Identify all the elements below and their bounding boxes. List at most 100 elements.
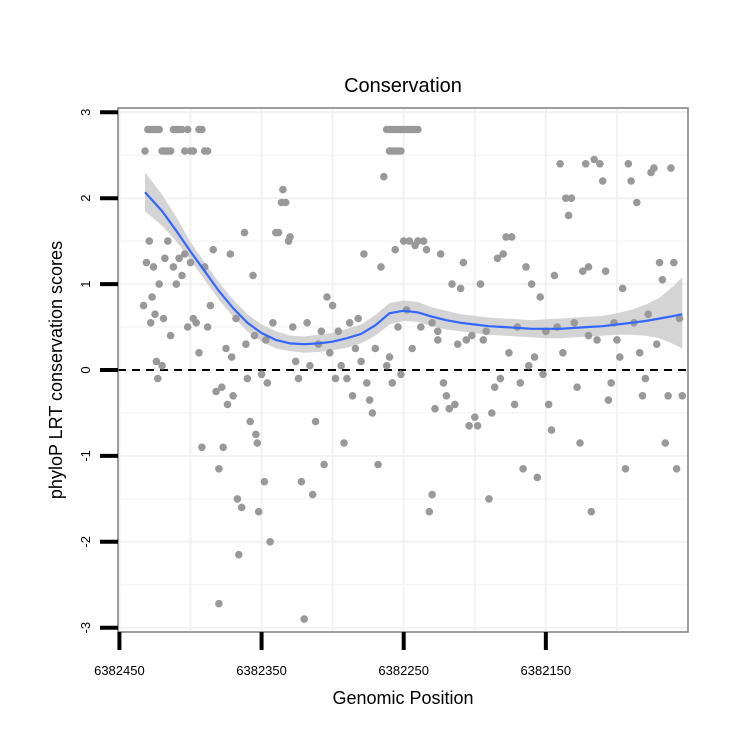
data-point [252, 430, 260, 439]
data-point [499, 250, 508, 258]
data-point [337, 361, 346, 370]
y-axis-label: phyloP LRT conservation scores [46, 241, 66, 499]
data-point [536, 293, 544, 301]
data-point [527, 280, 536, 288]
data-point [650, 164, 658, 172]
data-point [149, 263, 158, 271]
data-point [281, 198, 290, 207]
data-point [260, 477, 269, 486]
data-point [308, 490, 317, 499]
data-point [573, 383, 581, 392]
data-point [326, 349, 334, 357]
data-point [522, 263, 530, 271]
data-point [368, 409, 377, 417]
data-point [394, 323, 402, 331]
data-point [627, 177, 635, 185]
data-point [473, 422, 482, 430]
data-point [451, 400, 459, 409]
data-point [428, 490, 436, 499]
data-point [209, 245, 217, 254]
data-point [158, 361, 166, 370]
data-point [593, 336, 601, 344]
data-point [232, 314, 240, 323]
data-point [581, 160, 590, 168]
data-point [459, 258, 468, 267]
data-point [212, 387, 220, 396]
data-point [363, 379, 371, 387]
smooth-line [144, 191, 683, 346]
data-point [155, 280, 163, 288]
data-point [152, 357, 161, 366]
data-point [434, 327, 442, 336]
data-point [525, 361, 533, 370]
data-point [291, 357, 300, 366]
data-point [250, 331, 259, 340]
data-point [192, 319, 200, 327]
data-point [161, 254, 169, 263]
data-point [377, 263, 385, 271]
data-point [166, 331, 175, 340]
data-point [399, 237, 408, 245]
data-point [661, 439, 670, 447]
data-point [391, 245, 400, 254]
data-point [507, 233, 516, 241]
x-tick-label: 6382350 [236, 663, 287, 678]
data-point [468, 331, 476, 340]
data-point [145, 237, 154, 245]
data-point [530, 353, 539, 361]
data-point [266, 538, 274, 546]
data-point [222, 344, 230, 353]
data-point [598, 177, 607, 185]
data-point [172, 280, 181, 288]
data-point [175, 254, 183, 263]
data-point [624, 160, 633, 168]
data-point [183, 323, 192, 331]
data-point [516, 379, 525, 387]
data-point [286, 233, 294, 241]
data-point [343, 374, 351, 383]
data-point [380, 172, 388, 181]
data-point [644, 310, 652, 319]
data-point [570, 319, 579, 327]
data-point [633, 198, 641, 207]
data-point [670, 258, 678, 267]
data-point [479, 336, 488, 344]
data-point [462, 336, 471, 344]
data-point [635, 349, 644, 357]
data-point [482, 327, 491, 336]
data-point [340, 439, 348, 447]
data-point [189, 147, 198, 155]
data-point [303, 319, 311, 327]
data-point [215, 465, 223, 473]
data-point [493, 254, 502, 263]
data-point [311, 417, 320, 426]
data-point [675, 314, 684, 323]
data-point [496, 374, 505, 383]
confidence-band-layer [145, 172, 683, 353]
data-point [218, 383, 226, 392]
data-point [618, 284, 627, 293]
data-point [253, 439, 262, 447]
data-point [564, 211, 573, 220]
data-point [419, 237, 428, 245]
data-point [203, 323, 212, 331]
data-point [604, 396, 613, 404]
data-point [306, 361, 314, 370]
data-point [414, 125, 422, 134]
data-point [533, 473, 542, 482]
y-axis: -3 -2 -1 0 1 2 3 [78, 109, 118, 633]
data-point [227, 353, 236, 361]
x-axis: 6382450 6382350 6382250 6382150 [94, 632, 571, 678]
data-point [397, 147, 405, 155]
data-point [408, 344, 417, 353]
data-point [300, 615, 309, 623]
data-point [445, 404, 454, 413]
data-point [539, 370, 547, 379]
data-point [667, 164, 675, 172]
data-point [436, 250, 445, 258]
data-point [269, 319, 277, 327]
data-point [345, 319, 354, 327]
data-point [146, 319, 155, 327]
data-point [476, 280, 485, 288]
data-point [388, 379, 397, 387]
